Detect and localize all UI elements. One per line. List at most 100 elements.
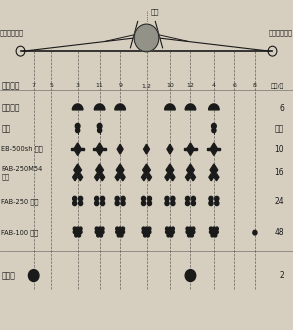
- Polygon shape: [210, 164, 218, 176]
- Circle shape: [75, 123, 80, 129]
- Circle shape: [168, 230, 171, 234]
- Circle shape: [121, 201, 125, 206]
- Circle shape: [185, 196, 190, 201]
- Circle shape: [95, 227, 98, 230]
- Circle shape: [144, 234, 146, 237]
- Circle shape: [147, 201, 151, 206]
- Circle shape: [98, 227, 101, 230]
- Polygon shape: [81, 148, 84, 150]
- Circle shape: [101, 230, 104, 234]
- Circle shape: [120, 234, 123, 237]
- Text: 12: 12: [187, 83, 194, 88]
- Polygon shape: [96, 164, 103, 176]
- Polygon shape: [78, 174, 83, 181]
- Circle shape: [115, 201, 119, 206]
- Circle shape: [253, 230, 257, 235]
- Polygon shape: [74, 164, 81, 176]
- Circle shape: [79, 201, 83, 206]
- Polygon shape: [210, 143, 218, 155]
- Text: FAB-250 炸弹: FAB-250 炸弹: [1, 198, 39, 205]
- Circle shape: [189, 230, 192, 234]
- Text: FAB-250M54: FAB-250M54: [1, 166, 43, 172]
- Circle shape: [142, 201, 146, 206]
- Polygon shape: [193, 148, 197, 150]
- Circle shape: [209, 227, 212, 230]
- Circle shape: [98, 230, 101, 234]
- Text: 8: 8: [253, 83, 257, 88]
- Circle shape: [212, 123, 216, 129]
- Polygon shape: [143, 164, 150, 176]
- Polygon shape: [93, 148, 97, 150]
- Polygon shape: [191, 174, 195, 181]
- Circle shape: [166, 230, 168, 234]
- Circle shape: [116, 230, 119, 234]
- Polygon shape: [167, 144, 173, 154]
- Text: 副油箱: 副油箱: [1, 271, 15, 280]
- Circle shape: [148, 230, 151, 234]
- Circle shape: [171, 227, 174, 230]
- Circle shape: [212, 227, 215, 230]
- Circle shape: [148, 227, 151, 230]
- Circle shape: [76, 227, 79, 230]
- Circle shape: [185, 270, 196, 281]
- Text: 1,2: 1,2: [142, 83, 151, 88]
- Text: 10: 10: [275, 145, 284, 154]
- Circle shape: [165, 196, 169, 201]
- Circle shape: [215, 201, 219, 206]
- Polygon shape: [166, 164, 174, 176]
- Text: 7: 7: [32, 83, 36, 88]
- Circle shape: [115, 196, 119, 201]
- Circle shape: [189, 227, 192, 230]
- Polygon shape: [72, 104, 83, 110]
- Polygon shape: [184, 148, 188, 150]
- Text: 6: 6: [279, 104, 284, 113]
- Text: 48: 48: [275, 228, 284, 237]
- Circle shape: [78, 234, 81, 237]
- Circle shape: [212, 230, 215, 234]
- Polygon shape: [94, 104, 105, 110]
- Circle shape: [119, 230, 122, 234]
- Circle shape: [100, 196, 105, 201]
- Polygon shape: [73, 174, 77, 181]
- Circle shape: [214, 234, 217, 237]
- Circle shape: [95, 196, 99, 201]
- Circle shape: [190, 234, 193, 237]
- Text: 6: 6: [232, 83, 236, 88]
- Circle shape: [100, 234, 103, 237]
- Polygon shape: [165, 174, 170, 181]
- Polygon shape: [144, 144, 149, 154]
- Text: 16: 16: [275, 168, 284, 177]
- Circle shape: [171, 230, 174, 234]
- Circle shape: [73, 230, 76, 234]
- Polygon shape: [71, 148, 75, 150]
- Text: 挂架编号: 挂架编号: [1, 81, 20, 90]
- Circle shape: [73, 201, 77, 206]
- Polygon shape: [187, 164, 194, 176]
- Circle shape: [122, 230, 125, 234]
- Polygon shape: [117, 144, 123, 154]
- Circle shape: [209, 201, 213, 206]
- Circle shape: [76, 128, 80, 133]
- Text: 10: 10: [166, 83, 174, 88]
- Circle shape: [186, 227, 189, 230]
- Circle shape: [147, 196, 151, 201]
- Circle shape: [142, 227, 145, 230]
- Circle shape: [95, 230, 98, 234]
- Polygon shape: [207, 148, 211, 150]
- Text: FAB-100 炸弹: FAB-100 炸弹: [1, 229, 39, 236]
- Polygon shape: [95, 174, 99, 181]
- Circle shape: [119, 227, 122, 230]
- Circle shape: [28, 270, 39, 281]
- Circle shape: [171, 201, 175, 206]
- Circle shape: [215, 230, 218, 234]
- Text: 若干: 若干: [275, 124, 284, 133]
- Circle shape: [73, 227, 76, 230]
- Polygon shape: [209, 174, 214, 181]
- Polygon shape: [170, 174, 175, 181]
- Circle shape: [97, 234, 100, 237]
- Circle shape: [166, 227, 168, 230]
- Text: 舰芯: 舰芯: [151, 8, 160, 15]
- Text: 4: 4: [212, 83, 216, 88]
- Polygon shape: [74, 143, 81, 155]
- Circle shape: [145, 230, 148, 234]
